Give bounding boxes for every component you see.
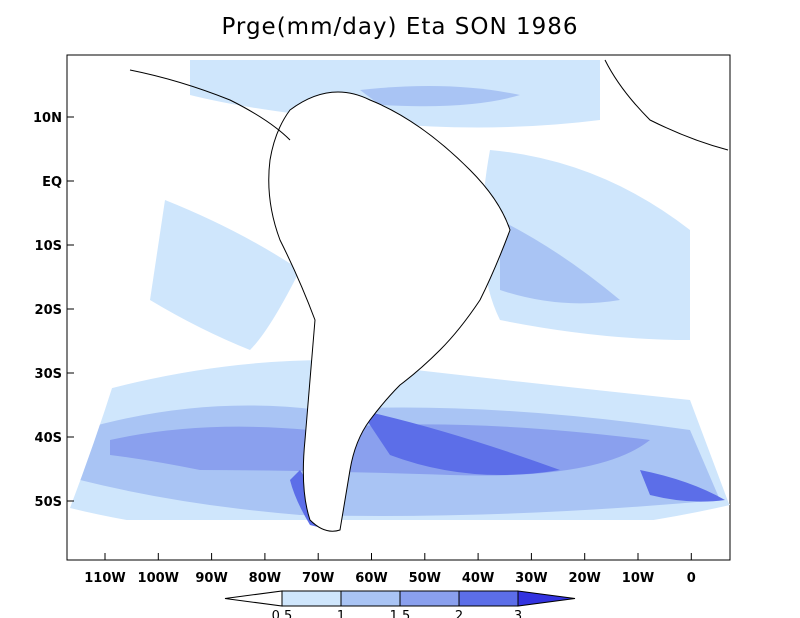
lon-tick-label: 0 xyxy=(687,571,696,586)
lon-tick-label: 40W xyxy=(462,571,494,586)
colorbar-over-triangle xyxy=(517,590,576,607)
lat-tick-label: 30S xyxy=(35,367,62,382)
colorbar-segment xyxy=(340,590,401,607)
colorbar: 0.5 1 1.5 2 3 xyxy=(224,590,576,618)
lat-tick-label: 20S xyxy=(35,303,62,318)
south-america-coastline xyxy=(268,91,511,532)
colorbar-label: 1.5 xyxy=(390,609,411,618)
lon-tick-label: 100W xyxy=(138,571,179,586)
map-title: Prge(mm/day) Eta SON 1986 xyxy=(221,14,579,40)
longitude-axis: 110W 100W 90W 80W 70W 60W 50W 40W 30W 20W 10W 0 xyxy=(84,553,696,586)
lat-tick-label: EQ xyxy=(42,175,62,190)
lat-tick-label: 40S xyxy=(35,431,62,446)
colorbar-label: 0.5 xyxy=(272,609,293,618)
lon-tick-label: 20W xyxy=(568,571,600,586)
lon-tick-label: 70W xyxy=(302,571,334,586)
colorbar-label: 1 xyxy=(337,609,345,618)
colorbar-label: 3 xyxy=(514,609,522,618)
colorbar-segment xyxy=(458,590,519,607)
lon-tick-label: 50W xyxy=(409,571,441,586)
lon-tick-label: 10W xyxy=(622,571,654,586)
lat-tick-label: 10S xyxy=(35,239,62,254)
africa-coastline xyxy=(604,59,729,151)
lon-tick-label: 30W xyxy=(515,571,547,586)
colorbar-segment xyxy=(281,590,342,607)
lon-tick-label: 90W xyxy=(195,571,227,586)
lat-tick-label: 50S xyxy=(35,495,62,510)
lon-tick-label: 60W xyxy=(355,571,387,586)
central-america-coastline xyxy=(129,69,291,141)
latitude-axis: 10N EQ 10S 20S 30S 40S 50S xyxy=(33,111,74,510)
lon-tick-label: 80W xyxy=(249,571,281,586)
colorbar-under-triangle xyxy=(224,590,283,607)
colorbar-label: 2 xyxy=(455,609,463,618)
colorbar-segment xyxy=(399,590,460,607)
lon-tick-label: 110W xyxy=(84,571,125,586)
lat-tick-label: 10N xyxy=(33,111,62,126)
